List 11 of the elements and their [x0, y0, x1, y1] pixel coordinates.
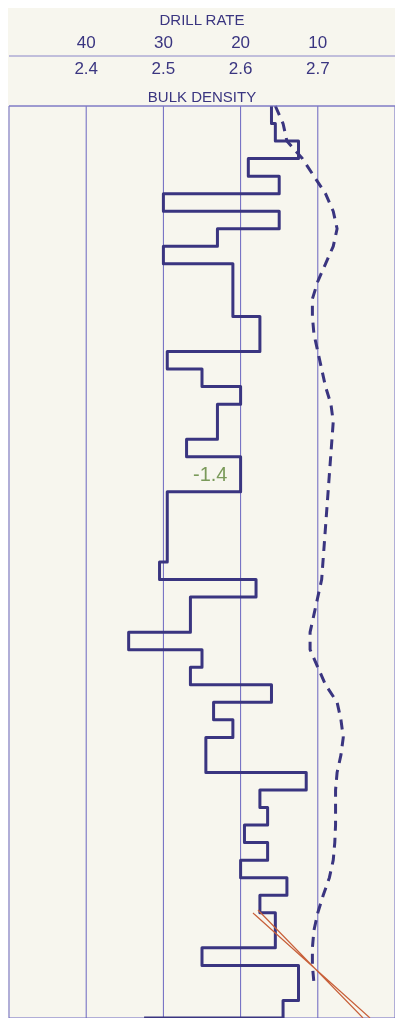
x-tick-label: 40	[76, 33, 96, 52]
x2-tick-label: 2.5	[151, 59, 176, 78]
x2-tick-label: 2.4	[74, 59, 99, 78]
x2-axis-title: BULK DENSITY	[147, 88, 257, 105]
x-tick-label: 10	[308, 33, 328, 52]
x2-tick-label: 2.6	[228, 59, 253, 78]
annotation: -1.4	[193, 463, 228, 486]
x-tick-label: 30	[153, 33, 173, 52]
x-axis-title: DRILL RATE	[159, 10, 245, 28]
x-tick-label: 20	[231, 33, 251, 52]
x2-tick-label: 2.7	[305, 59, 330, 78]
